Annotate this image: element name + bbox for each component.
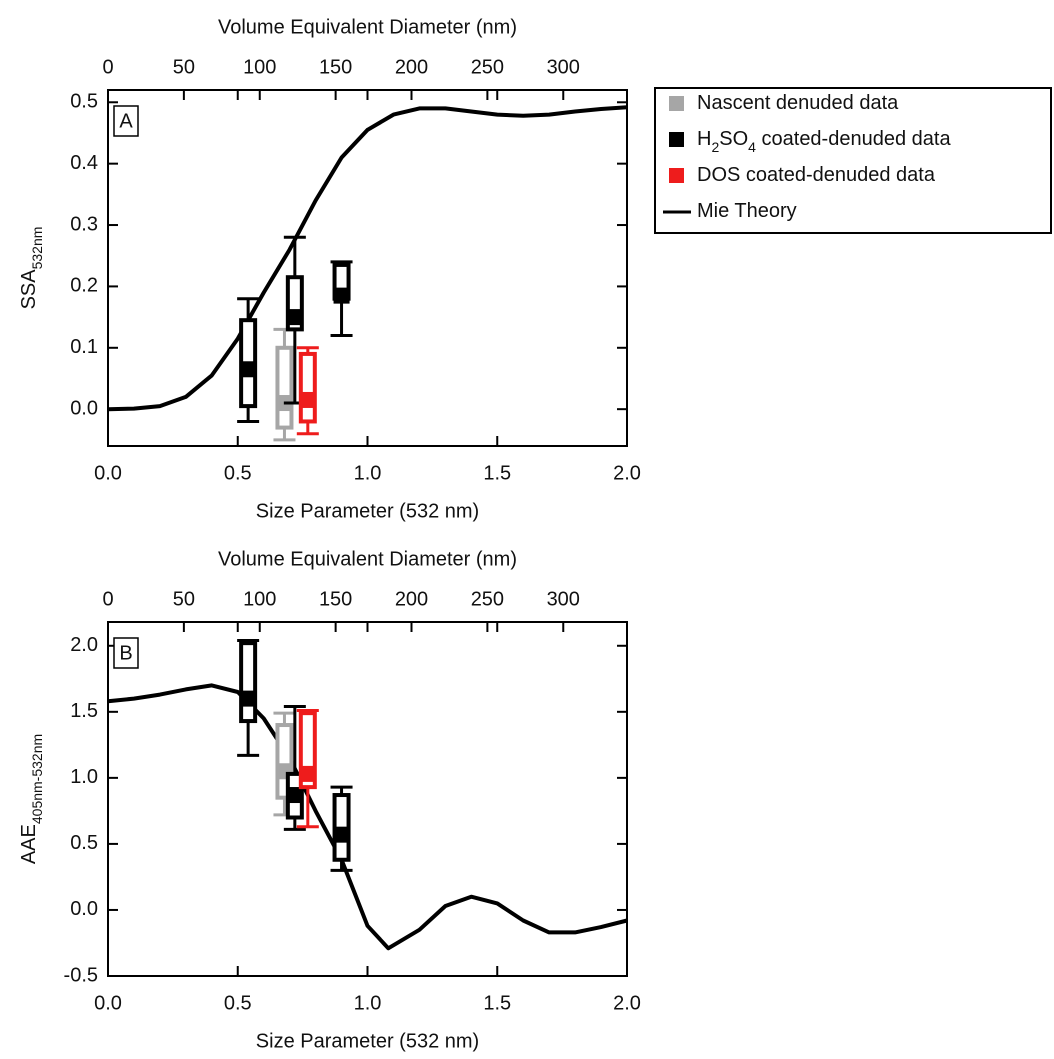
x2-tick-label: 300 (547, 588, 580, 610)
y-tick-label: 0.3 (70, 213, 98, 235)
x2-tick-label: 150 (319, 588, 352, 610)
x2-tick-label: 250 (471, 588, 504, 610)
x2-tick-label: 0 (102, 56, 113, 78)
panel-label-box (113, 637, 139, 669)
median-marker (240, 690, 257, 707)
median-marker (286, 787, 303, 804)
x-tick-label: 1.5 (483, 992, 511, 1014)
median-marker (286, 309, 303, 326)
median-marker (299, 391, 316, 408)
box-plot (237, 638, 260, 757)
y-tick-label: -0.5 (64, 964, 98, 986)
y-tick-label: 1.0 (70, 766, 98, 788)
x-tick-label: 0.0 (94, 992, 122, 1014)
y-axis-title-main: AAE (18, 824, 40, 864)
box (275, 345, 294, 430)
y-axis-title-main: SSA (18, 269, 40, 310)
median-marker (299, 765, 316, 782)
median-marker (333, 826, 350, 843)
y-tick-label: 0.2 (70, 275, 98, 297)
box-plot (296, 709, 319, 829)
box (298, 351, 317, 424)
legend-label: Nascent denuded data (697, 92, 899, 114)
x2-tick-label: 50 (173, 56, 195, 78)
x2-tick-label: 150 (319, 56, 352, 78)
x-tick-label: 2.0 (613, 462, 641, 484)
x-tick-label: 0.0 (94, 462, 122, 484)
box-plot (283, 235, 306, 405)
y-tick-label: 0.1 (70, 336, 98, 358)
y-tick-label: 0.5 (70, 832, 98, 854)
legend-label: H2SO4 coated-denuded data (697, 128, 951, 154)
x2-tick-label: 50 (173, 588, 195, 610)
y-axis-title-sub: 405nm-532nm (29, 734, 45, 824)
plot-frame (107, 89, 628, 447)
x-tick-label: 2.0 (613, 992, 641, 1014)
box-plot (237, 297, 260, 423)
y-axis-title: SSA532nm (18, 227, 44, 310)
x2-tick-label: 100 (243, 56, 276, 78)
x-tick-label: 1.5 (483, 462, 511, 484)
legend-swatch (669, 168, 684, 183)
mie-line (107, 683, 628, 951)
x2-tick-label: 250 (471, 56, 504, 78)
panel-label: B (119, 642, 132, 664)
x2-axis-title: Volume Equivalent Diameter (nm) (218, 548, 517, 570)
x-tick-label: 0.5 (224, 462, 252, 484)
panel-label: A (119, 110, 133, 132)
x2-tick-label: 300 (547, 56, 580, 78)
y-tick-label: 0.0 (70, 898, 98, 920)
x2-tick-label: 200 (395, 56, 428, 78)
y-tick-label: 0.4 (70, 152, 98, 174)
panel-label-box (113, 105, 139, 137)
y-axis-title-sub: 532nm (29, 227, 45, 270)
legend-box (654, 87, 1052, 234)
legend-swatch (669, 96, 684, 111)
x-tick-label: 1.0 (354, 992, 382, 1014)
box-plot (330, 785, 353, 872)
median-marker (333, 287, 350, 304)
mie-line (107, 105, 628, 412)
box-plot (283, 705, 306, 831)
x-tick-label: 0.5 (224, 992, 252, 1014)
median-marker (240, 361, 257, 378)
box (239, 641, 258, 724)
box-plot (273, 327, 296, 442)
y-axis-title: AAE405nm-532nm (18, 734, 44, 864)
legend-swatch (669, 132, 684, 147)
box-plot (296, 346, 319, 436)
y-tick-label: 0.0 (70, 397, 98, 419)
x-axis-title: Size Parameter (532 nm) (256, 1030, 479, 1052)
x-axis-title: Size Parameter (532 nm) (256, 500, 479, 522)
x2-tick-label: 200 (395, 588, 428, 610)
x2-tick-label: 0 (102, 588, 113, 610)
x-tick-label: 1.0 (354, 462, 382, 484)
x2-axis-title: Volume Equivalent Diameter (nm) (218, 16, 517, 38)
x2-tick-label: 100 (243, 588, 276, 610)
y-tick-label: 0.5 (70, 91, 98, 113)
legend-label: DOS coated-denuded data (697, 164, 936, 186)
box-plot (330, 260, 353, 338)
legend-label: Mie Theory (697, 200, 797, 222)
y-tick-label: 2.0 (70, 634, 98, 656)
y-tick-label: 1.5 (70, 700, 98, 722)
